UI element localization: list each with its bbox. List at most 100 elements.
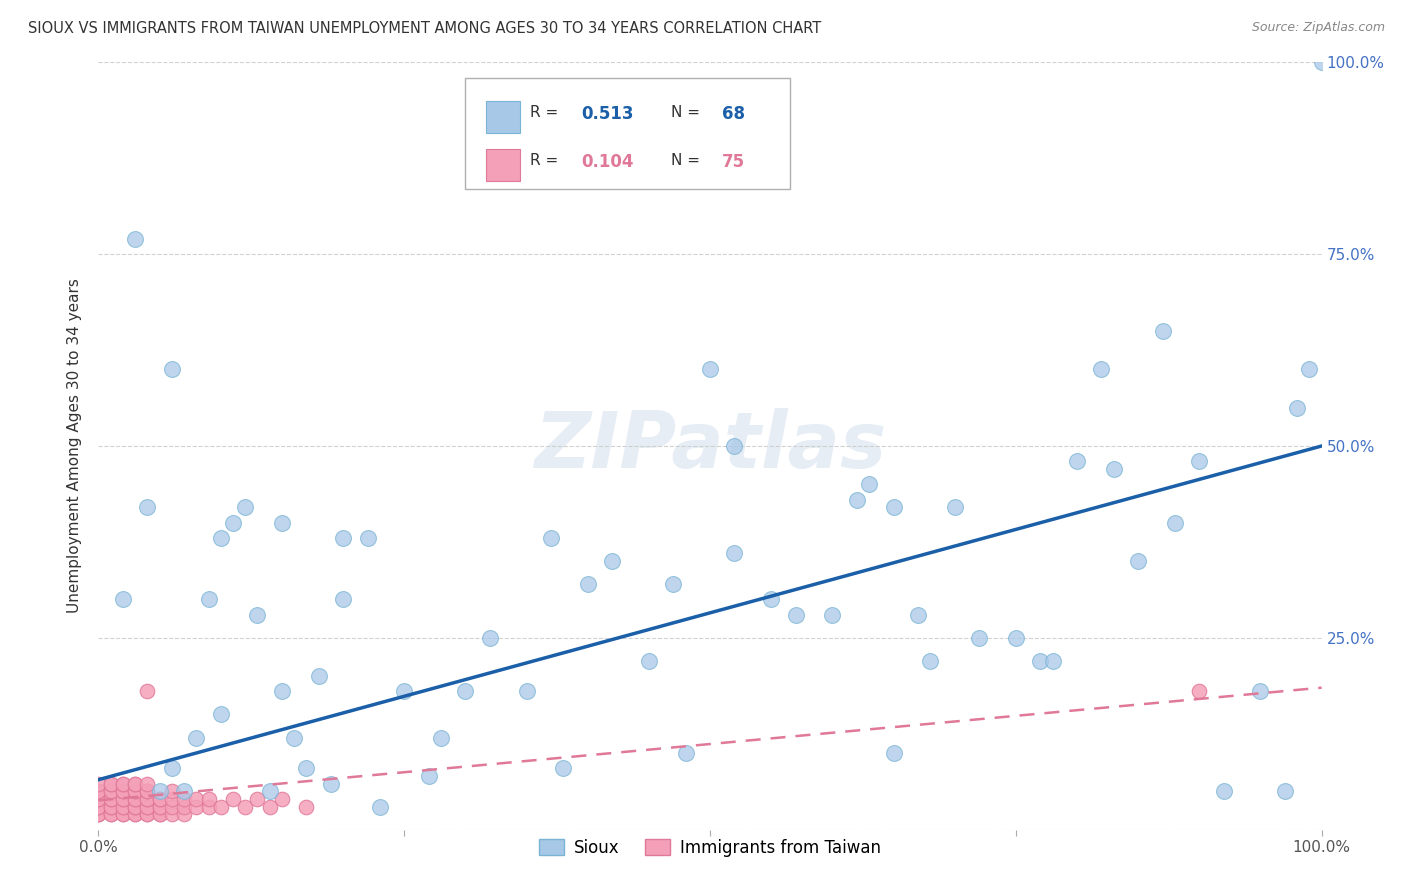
Point	[111, 792, 134, 806]
Point	[883, 500, 905, 515]
Point	[356, 531, 378, 545]
Text: N =: N =	[671, 104, 704, 120]
Point	[821, 607, 844, 622]
Point	[87, 792, 110, 806]
Text: Source: ZipAtlas.com: Source: ZipAtlas.com	[1251, 21, 1385, 34]
Point	[675, 746, 697, 760]
FancyBboxPatch shape	[465, 78, 790, 189]
Point	[111, 799, 134, 814]
Text: SIOUX VS IMMIGRANTS FROM TAIWAN UNEMPLOYMENT AMONG AGES 30 TO 34 YEARS CORRELATI: SIOUX VS IMMIGRANTS FROM TAIWAN UNEMPLOY…	[28, 21, 821, 36]
Point	[197, 799, 219, 814]
Point	[1164, 516, 1187, 530]
Point	[136, 784, 159, 798]
Point	[967, 631, 990, 645]
Point	[222, 792, 245, 806]
Point	[160, 761, 183, 775]
Point	[111, 792, 134, 806]
Point	[186, 799, 208, 814]
Point	[124, 799, 146, 814]
Text: N =: N =	[671, 153, 704, 168]
Point	[259, 799, 281, 814]
Point	[149, 792, 172, 806]
Point	[478, 631, 501, 645]
Point	[761, 592, 783, 607]
Point	[100, 784, 122, 798]
Point	[308, 669, 330, 683]
Point	[1128, 554, 1150, 568]
Point	[149, 807, 172, 822]
Text: R =: R =	[530, 153, 564, 168]
Point	[1249, 684, 1271, 698]
Point	[785, 607, 807, 622]
Point	[430, 731, 453, 745]
Text: 68: 68	[723, 104, 745, 122]
Point	[723, 546, 745, 560]
Point	[270, 684, 294, 698]
Point	[87, 799, 110, 814]
Legend: Sioux, Immigrants from Taiwan: Sioux, Immigrants from Taiwan	[533, 832, 887, 863]
Text: ZIPatlas: ZIPatlas	[534, 408, 886, 484]
Point	[662, 577, 685, 591]
Point	[1066, 454, 1088, 468]
Point	[1152, 324, 1174, 338]
Point	[136, 684, 159, 698]
Point	[160, 784, 183, 798]
Point	[699, 362, 721, 376]
Point	[858, 477, 880, 491]
Point	[124, 807, 146, 822]
Point	[553, 761, 575, 775]
Point	[295, 761, 318, 775]
Point	[943, 500, 966, 515]
Point	[173, 784, 195, 798]
Point	[149, 807, 172, 822]
Point	[111, 807, 134, 822]
Text: 75: 75	[723, 153, 745, 171]
Point	[111, 784, 134, 798]
Text: 0.513: 0.513	[582, 104, 634, 122]
Point	[136, 807, 159, 822]
Point	[1042, 654, 1064, 668]
Y-axis label: Unemployment Among Ages 30 to 34 years: Unemployment Among Ages 30 to 34 years	[67, 278, 83, 614]
Point	[283, 731, 305, 745]
Point	[173, 799, 195, 814]
Point	[233, 500, 256, 515]
Point	[270, 516, 294, 530]
Point	[1029, 654, 1052, 668]
Point	[149, 799, 172, 814]
Point	[197, 592, 219, 607]
Point	[1212, 784, 1234, 798]
Point	[111, 592, 134, 607]
Point	[270, 792, 294, 806]
Point	[186, 731, 208, 745]
Point	[160, 792, 183, 806]
Point	[136, 776, 159, 790]
Point	[368, 799, 391, 814]
Point	[637, 654, 661, 668]
Point	[124, 792, 146, 806]
Point	[100, 807, 122, 822]
Point	[124, 784, 146, 798]
Point	[87, 799, 110, 814]
Point	[332, 592, 354, 607]
Point	[246, 792, 269, 806]
Point	[100, 776, 122, 790]
Point	[87, 784, 110, 798]
Point	[124, 232, 146, 246]
Point	[136, 500, 159, 515]
Point	[173, 792, 195, 806]
Point	[100, 799, 122, 814]
Point	[1310, 55, 1333, 70]
Point	[1286, 401, 1309, 415]
Point	[295, 799, 318, 814]
Point	[723, 439, 745, 453]
Point	[111, 776, 134, 790]
Point	[1090, 362, 1112, 376]
Point	[209, 531, 232, 545]
Point	[124, 776, 146, 790]
Point	[845, 492, 868, 507]
Point	[600, 554, 623, 568]
Point	[233, 799, 256, 814]
Point	[540, 531, 562, 545]
Point	[87, 776, 110, 790]
Point	[111, 799, 134, 814]
